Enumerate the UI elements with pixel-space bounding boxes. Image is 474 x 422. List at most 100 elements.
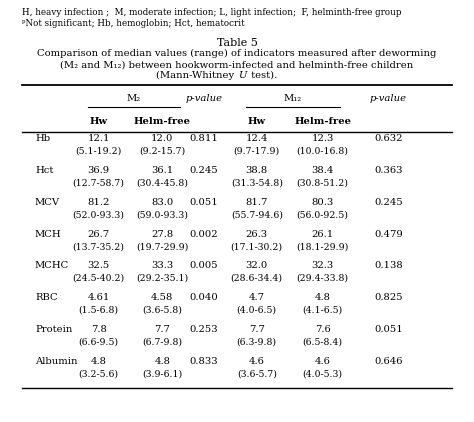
Text: 83.0: 83.0 <box>151 197 173 207</box>
Text: 4.6: 4.6 <box>315 357 330 366</box>
Text: Helm-free: Helm-free <box>134 117 191 126</box>
Text: Comparison of median values (range) of indicators measured after deworming: Comparison of median values (range) of i… <box>37 49 437 58</box>
Text: 12.4: 12.4 <box>246 134 268 143</box>
Text: (4.0-6.5): (4.0-6.5) <box>237 306 277 315</box>
Text: 0.363: 0.363 <box>374 166 403 175</box>
Text: 12.1: 12.1 <box>87 134 110 143</box>
Text: (M₂ and M₁₂) between hookworm-infected and helminth-free children: (M₂ and M₁₂) between hookworm-infected a… <box>60 60 414 69</box>
Text: (18.1-29.9): (18.1-29.9) <box>296 242 349 251</box>
Text: (4.0-5.3): (4.0-5.3) <box>302 370 343 379</box>
Text: (31.3-54.8): (31.3-54.8) <box>231 179 283 187</box>
Text: p-value: p-value <box>185 94 223 103</box>
Text: 32.0: 32.0 <box>246 261 268 271</box>
Text: (29.2-35.1): (29.2-35.1) <box>136 274 189 283</box>
Text: 0.811: 0.811 <box>190 134 219 143</box>
Text: 38.8: 38.8 <box>246 166 268 175</box>
Text: (30.4-45.8): (30.4-45.8) <box>137 179 188 187</box>
Text: 7.7: 7.7 <box>249 325 264 334</box>
Text: (1.5-6.8): (1.5-6.8) <box>79 306 118 315</box>
Text: (6.6-9.5): (6.6-9.5) <box>79 338 118 347</box>
Text: (56.0-92.5): (56.0-92.5) <box>297 210 349 219</box>
Text: (29.4-33.8): (29.4-33.8) <box>297 274 349 283</box>
Text: (3.6-5.8): (3.6-5.8) <box>142 306 182 315</box>
Text: (55.7-94.6): (55.7-94.6) <box>231 210 283 219</box>
Text: 32.3: 32.3 <box>311 261 334 271</box>
Text: Hw: Hw <box>248 117 266 126</box>
Text: 0.825: 0.825 <box>374 293 403 302</box>
Text: 27.8: 27.8 <box>151 230 173 238</box>
Text: ᵖNot significant; Hb, hemoglobin; Hct, hematocrit: ᵖNot significant; Hb, hemoglobin; Hct, h… <box>22 19 245 28</box>
Text: 80.3: 80.3 <box>311 197 334 207</box>
Text: (17.1-30.2): (17.1-30.2) <box>231 242 283 251</box>
Text: (10.0-16.8): (10.0-16.8) <box>297 146 349 156</box>
Text: (3.6-5.7): (3.6-5.7) <box>237 370 277 379</box>
Text: (9.2-15.7): (9.2-15.7) <box>139 146 185 156</box>
Text: M₂: M₂ <box>127 94 141 103</box>
Text: U: U <box>238 71 246 80</box>
Text: 7.7: 7.7 <box>155 325 170 334</box>
Text: (3.9-6.1): (3.9-6.1) <box>142 370 182 379</box>
Text: M₁₂: M₁₂ <box>284 94 302 103</box>
Text: (5.1-19.2): (5.1-19.2) <box>75 146 122 156</box>
Text: 36.1: 36.1 <box>151 166 173 175</box>
Text: 38.4: 38.4 <box>311 166 334 175</box>
Text: RBC: RBC <box>35 293 58 302</box>
Text: (9.7-17.9): (9.7-17.9) <box>234 146 280 156</box>
Text: 0.833: 0.833 <box>190 357 219 366</box>
Text: (6.3-9.8): (6.3-9.8) <box>237 338 277 347</box>
Text: 0.138: 0.138 <box>374 261 403 271</box>
Text: test).: test). <box>247 71 277 80</box>
Text: 4.58: 4.58 <box>151 293 173 302</box>
Text: (6.7-9.8): (6.7-9.8) <box>142 338 182 347</box>
Text: (13.7-35.2): (13.7-35.2) <box>73 242 125 251</box>
Text: (12.7-58.7): (12.7-58.7) <box>73 179 125 187</box>
Text: 4.8: 4.8 <box>315 293 331 302</box>
Text: 0.253: 0.253 <box>190 325 219 334</box>
Text: 81.2: 81.2 <box>88 197 110 207</box>
Text: Albumin: Albumin <box>35 357 77 366</box>
Text: 81.7: 81.7 <box>246 197 268 207</box>
Text: MCHC: MCHC <box>35 261 69 271</box>
Text: MCV: MCV <box>35 197 60 207</box>
Text: 0.245: 0.245 <box>374 197 403 207</box>
Text: MCH: MCH <box>35 230 62 238</box>
Text: p-value: p-value <box>370 94 407 103</box>
Text: 36.9: 36.9 <box>88 166 109 175</box>
Text: 12.3: 12.3 <box>311 134 334 143</box>
Text: H, heavy infection ;  M, moderate infection; L, light infection;  F, helminth-fr: H, heavy infection ; M, moderate infecti… <box>22 8 401 17</box>
Text: 0.479: 0.479 <box>374 230 403 238</box>
Text: 7.6: 7.6 <box>315 325 330 334</box>
Text: 4.6: 4.6 <box>249 357 264 366</box>
Text: (19.7-29.9): (19.7-29.9) <box>136 242 189 251</box>
Text: (59.0-93.3): (59.0-93.3) <box>137 210 188 219</box>
Text: 0.040: 0.040 <box>190 293 219 302</box>
Text: 0.051: 0.051 <box>190 197 219 207</box>
Text: 26.7: 26.7 <box>88 230 109 238</box>
Text: 0.051: 0.051 <box>374 325 403 334</box>
Text: 0.005: 0.005 <box>190 261 219 271</box>
Text: (30.8-51.2): (30.8-51.2) <box>297 179 349 187</box>
Text: (3.2-5.6): (3.2-5.6) <box>79 370 118 379</box>
Text: Hb: Hb <box>35 134 50 143</box>
Text: (6.5-8.4): (6.5-8.4) <box>302 338 343 347</box>
Text: 32.5: 32.5 <box>88 261 110 271</box>
Text: Table 5: Table 5 <box>217 38 257 48</box>
Text: 26.3: 26.3 <box>246 230 268 238</box>
Text: (52.0-93.3): (52.0-93.3) <box>73 210 125 219</box>
Text: (Mann-Whitney: (Mann-Whitney <box>156 71 237 80</box>
Text: 7.8: 7.8 <box>91 325 107 334</box>
Text: 0.632: 0.632 <box>374 134 403 143</box>
Text: 4.61: 4.61 <box>88 293 110 302</box>
Text: Hct: Hct <box>35 166 54 175</box>
Text: (4.1-6.5): (4.1-6.5) <box>302 306 343 315</box>
Text: Helm-free: Helm-free <box>294 117 351 126</box>
Text: 4.7: 4.7 <box>249 293 265 302</box>
Text: (28.6-34.4): (28.6-34.4) <box>231 274 283 283</box>
Text: 33.3: 33.3 <box>151 261 173 271</box>
Text: 0.245: 0.245 <box>190 166 219 175</box>
Text: 26.1: 26.1 <box>311 230 334 238</box>
Text: Hw: Hw <box>90 117 108 126</box>
Text: 0.002: 0.002 <box>190 230 219 238</box>
Text: Protein: Protein <box>35 325 73 334</box>
Text: (24.5-40.2): (24.5-40.2) <box>73 274 125 283</box>
